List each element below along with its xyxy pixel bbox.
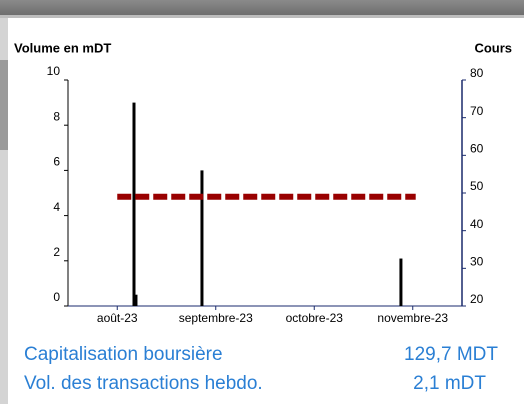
y2-axis-label: Cours [474, 40, 512, 55]
top-bar [0, 0, 524, 15]
x-tick-label: octobre-23 [286, 311, 344, 325]
y-tick-label: 10 [47, 64, 61, 78]
y-tick-label: 0 [53, 290, 60, 304]
x-tick-label: août-23 [97, 311, 138, 325]
info-value: 129,7 MDT [404, 344, 498, 365]
info-value: 2,1 mDT [413, 373, 486, 394]
y-tick-label: 8 [53, 109, 60, 123]
bar [200, 170, 204, 306]
panel [8, 18, 524, 404]
bar [132, 102, 136, 306]
x-tick-label: septembre-23 [179, 311, 253, 325]
y2-tick-label: 30 [470, 255, 484, 269]
y-tick-label: 6 [53, 155, 60, 169]
bar [134, 294, 138, 306]
top-border [0, 15, 524, 18]
side-strip [0, 60, 8, 150]
info-label: Capitalisation boursière [24, 344, 223, 365]
y2-tick-label: 60 [470, 142, 484, 156]
y2-tick-label: 50 [470, 179, 484, 193]
x-tick-label: novembre-23 [377, 311, 448, 325]
y-tick-label: 4 [53, 200, 60, 214]
bar [399, 258, 403, 306]
y2-tick-label: 20 [470, 292, 484, 306]
y-tick-label: 2 [53, 245, 60, 259]
y2-tick-label: 80 [470, 66, 484, 80]
y2-tick-label: 70 [470, 104, 484, 118]
y2-tick-label: 40 [470, 217, 484, 231]
y-axis-label: Volume en mDT [14, 40, 111, 55]
info-label: Vol. des transactions hebdo. [24, 373, 263, 394]
